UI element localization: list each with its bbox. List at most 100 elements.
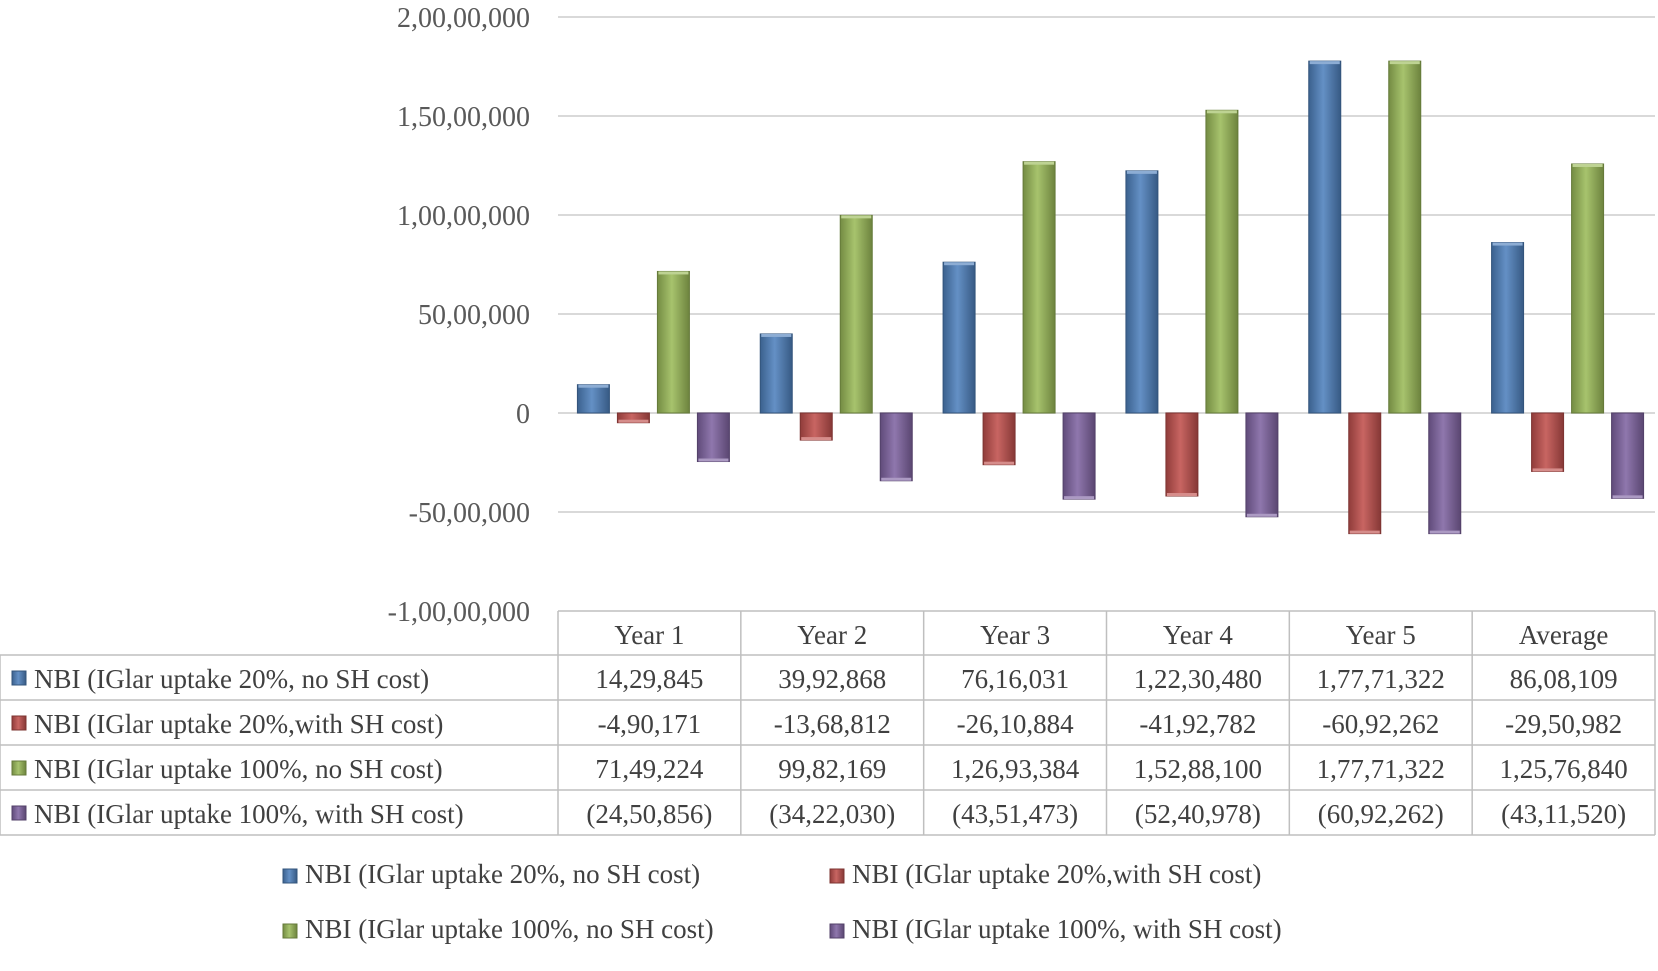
bar <box>1388 60 1422 414</box>
bar <box>1308 60 1342 414</box>
bar <box>879 412 913 482</box>
legend-label: NBI (IGlar uptake 20%,with SH cost) <box>852 859 1261 889</box>
bar <box>942 261 976 414</box>
table-cell: 71,49,224 <box>595 754 704 784</box>
table-cell: 14,29,845 <box>595 664 703 694</box>
table-cell: 76,16,031 <box>961 664 1069 694</box>
bar-bevel <box>881 477 912 481</box>
table-header-cell: Year 5 <box>1346 620 1416 650</box>
table-cell: -26,10,884 <box>957 709 1074 739</box>
bar-bevel <box>618 419 649 423</box>
bar <box>1205 109 1239 414</box>
legend-label: NBI (IGlar uptake 20%, no SH cost) <box>305 859 700 889</box>
table-header-cell: Year 1 <box>614 620 684 650</box>
bar <box>696 412 730 463</box>
table-cell: -29,50,982 <box>1505 709 1622 739</box>
bar-bevel <box>1206 110 1237 114</box>
table-cell: 39,92,868 <box>778 664 886 694</box>
table-row-label: NBI (IGlar uptake 100%, with SH cost) <box>34 799 464 829</box>
bar-bevel <box>1349 530 1380 534</box>
bar <box>1165 412 1199 497</box>
table-cell: 1,52,88,100 <box>1134 754 1262 784</box>
bar-bevel <box>1064 496 1095 500</box>
bar-bevel <box>1166 493 1197 497</box>
bar <box>1125 170 1159 414</box>
table-header-cell: Average <box>1519 620 1608 650</box>
table-row-label: NBI (IGlar uptake 20%,with SH cost) <box>34 709 443 739</box>
legend-item: NBI (IGlar uptake 100%, with SH cost) <box>829 914 1282 944</box>
table-cell: (43,11,520) <box>1501 799 1626 829</box>
table-cell: 1,25,76,840 <box>1499 754 1627 784</box>
bar <box>1348 412 1382 535</box>
table-legend-key <box>11 760 27 776</box>
bar-bevel <box>1492 242 1523 246</box>
y-tick-label: -50,00,000 <box>409 498 530 529</box>
bar <box>1062 412 1096 500</box>
table-legend-key <box>11 670 27 686</box>
table-cell: (52,40,978) <box>1135 799 1261 829</box>
bar-bevel <box>1389 61 1420 65</box>
bar <box>982 412 1016 466</box>
table-cell: 1,77,71,322 <box>1317 664 1445 694</box>
legend-swatch <box>282 923 298 939</box>
table-cell: 1,26,93,384 <box>951 754 1080 784</box>
legend-label: NBI (IGlar uptake 100%, no SH cost) <box>305 914 714 944</box>
grid-lines <box>558 16 1655 513</box>
bar-bevel <box>1612 495 1643 499</box>
legend-swatch <box>829 868 845 884</box>
data-table: Year 1 Year 2 Year 3 Year 4 Year 5 Average NBI… <box>0 610 1656 836</box>
bar-bevel <box>984 461 1015 465</box>
bar <box>1571 163 1605 414</box>
legend-item: NBI (IGlar uptake 20%,with SH cost) <box>829 859 1261 889</box>
y-tick-label: 1,00,00,000 <box>397 201 530 232</box>
table-cell: -41,92,782 <box>1139 709 1256 739</box>
bar-bevel <box>1246 513 1277 517</box>
table-row-label: NBI (IGlar uptake 100%, no SH cost) <box>34 754 443 784</box>
legend-swatch <box>282 868 298 884</box>
bar <box>576 384 610 414</box>
bar <box>799 412 833 441</box>
bar <box>759 333 793 414</box>
table-row-label: NBI (IGlar uptake 20%, no SH cost) <box>34 664 429 694</box>
bar <box>1022 161 1056 414</box>
table-cell: (60,92,262) <box>1318 799 1444 829</box>
bar-bevel <box>1532 468 1563 472</box>
bars <box>576 60 1645 535</box>
bar-bevel <box>1572 163 1603 167</box>
legend-item: NBI (IGlar uptake 20%, no SH cost) <box>282 859 700 889</box>
bar-bevel <box>801 437 832 441</box>
bar-bevel <box>578 384 609 388</box>
table-cell: (34,22,030) <box>769 799 895 829</box>
bar-bevel <box>1126 170 1157 174</box>
bar <box>656 270 690 414</box>
bar <box>1491 242 1525 414</box>
bar <box>839 214 873 414</box>
table-cell: 1,77,71,322 <box>1317 754 1445 784</box>
table-legend-key <box>11 715 27 731</box>
table-header-cell: Year 4 <box>1163 620 1234 650</box>
bar-bevel <box>1024 161 1055 165</box>
legend-label: NBI (IGlar uptake 100%, with SH cost) <box>852 914 1282 944</box>
bar-bevel <box>944 262 975 266</box>
bar-bevel <box>1309 61 1340 65</box>
y-tick-label: -1,00,00,000 <box>388 597 530 628</box>
table-cell: -4,90,171 <box>598 709 702 739</box>
y-tick-label: 0 <box>516 399 530 430</box>
bar-bevel <box>658 271 689 275</box>
legend-item: NBI (IGlar uptake 100%, no SH cost) <box>282 914 714 944</box>
y-tick-label: 50,00,000 <box>418 300 530 331</box>
table-cell: 86,08,109 <box>1510 664 1618 694</box>
legend: NBI (IGlar uptake 20%, no SH cost) NBI (I… <box>282 859 1282 944</box>
table-header-cell: Year 2 <box>797 620 867 650</box>
table-header-cell: Year 3 <box>980 620 1050 650</box>
bar <box>1428 412 1462 535</box>
table-cell: (24,50,856) <box>586 799 712 829</box>
table-cell: 1,22,30,480 <box>1134 664 1262 694</box>
y-tick-label: 1,50,00,000 <box>397 102 530 133</box>
legend-swatch <box>829 923 845 939</box>
bar-bevel <box>761 333 792 337</box>
table-cell: 99,82,169 <box>778 754 886 784</box>
table-legend-key <box>11 805 27 821</box>
table-cell: -60,92,262 <box>1322 709 1439 739</box>
